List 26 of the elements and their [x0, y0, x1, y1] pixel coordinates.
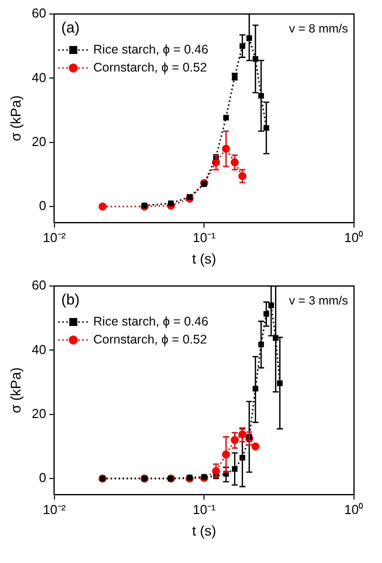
- y-tick-label: 60: [32, 6, 46, 21]
- x-tick-label: 10⁰: [344, 230, 364, 245]
- y-axis-title: σ (kPa): [7, 95, 24, 142]
- legend-label: Rice starch, ϕ = 0.46: [93, 314, 208, 328]
- x-tick-label: 10⁰: [344, 502, 364, 517]
- annotation: v = 3 mm/s: [288, 293, 348, 308]
- y-tick-label: 40: [32, 342, 46, 357]
- annotation: v = 8 mm/s: [288, 21, 348, 36]
- x-axis-title: t (s): [192, 250, 216, 266]
- y-tick-label: 60: [32, 278, 46, 293]
- y-tick-label: 0: [39, 470, 46, 486]
- y-tick-label: 20: [32, 406, 46, 421]
- legend-label: Rice starch, ϕ = 0.46: [93, 42, 208, 56]
- y-tick-label: 20: [32, 134, 46, 149]
- legend-label: Cornstarch, ϕ = 0.52: [93, 60, 207, 74]
- y-tick-label: 40: [32, 70, 46, 85]
- y-axis-title: σ (kPa): [7, 367, 24, 414]
- x-tick-label: 10⁻²: [42, 502, 66, 517]
- legend-label: Cornstarch, ϕ = 0.52: [93, 332, 207, 346]
- x-axis-title: t (s): [192, 522, 216, 538]
- x-tick-label: 10⁻¹: [192, 502, 216, 517]
- y-tick-label: 0: [39, 198, 46, 214]
- x-tick-label: 10⁻¹: [192, 230, 216, 245]
- annotation: (a): [61, 20, 80, 37]
- annotation: (b): [61, 292, 80, 309]
- x-tick-label: 10⁻²: [42, 230, 66, 245]
